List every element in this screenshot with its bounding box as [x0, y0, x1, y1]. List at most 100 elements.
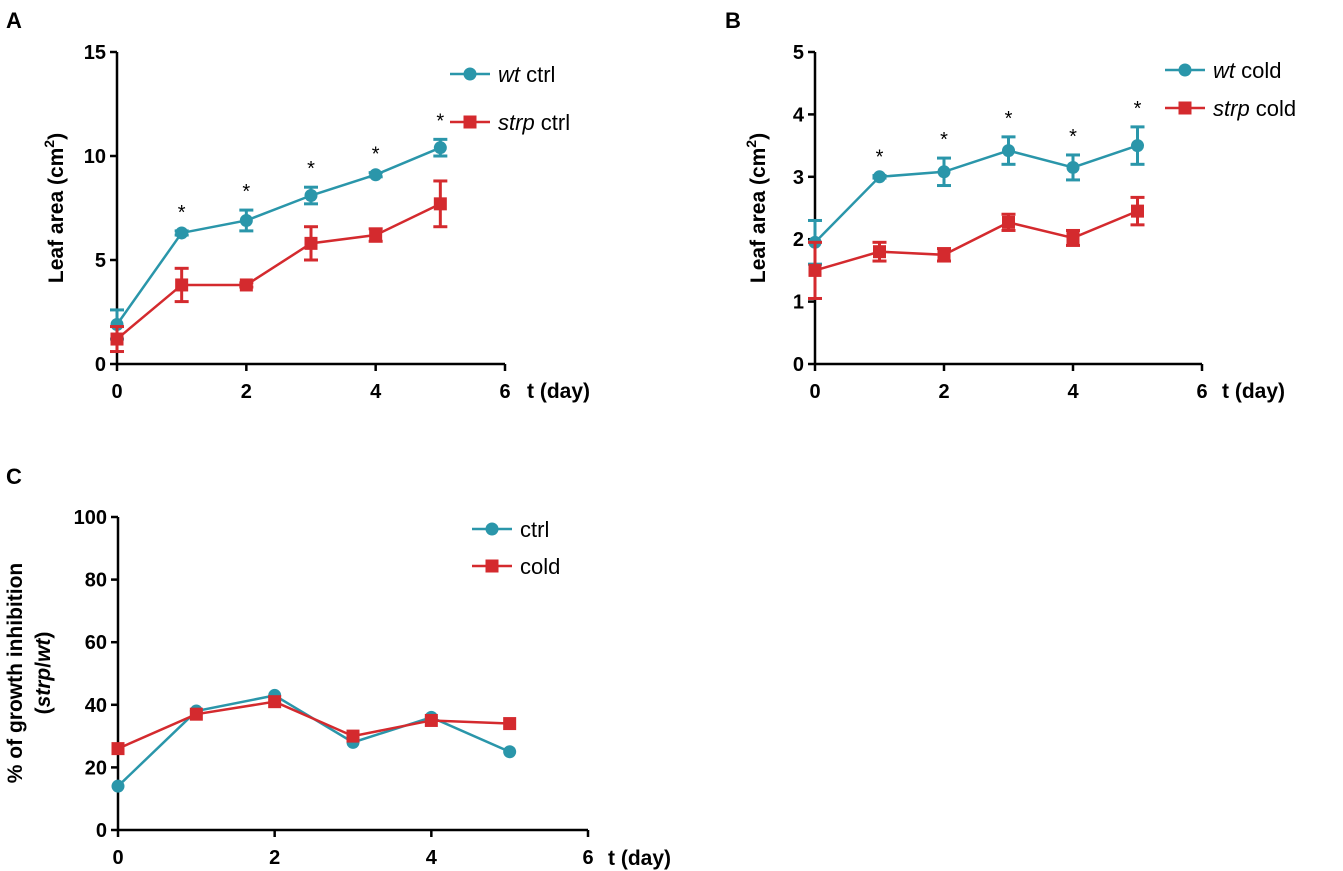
- panel-a-legend-label-wt: wt ctrl: [498, 62, 555, 87]
- panel-b-y-tick-label: 5: [793, 42, 804, 64]
- y-axis-title-paren: (: [32, 707, 55, 714]
- panel-b-series-wt: [808, 125, 1145, 266]
- panel-a-point-wt: [239, 213, 253, 227]
- panel-c-series-wt: [111, 688, 517, 793]
- panel-a-line-strp: [116, 202, 441, 340]
- panel-b-point-wt: [937, 165, 951, 179]
- y-axis-title-superscript: 2: [41, 140, 57, 148]
- legend-label-rest: ctrl: [535, 110, 570, 135]
- panel-b-y-tick-label: 3: [793, 167, 804, 189]
- panel-c-series-strp: [111, 695, 517, 756]
- panel-c-chart: C 0 20 40 60 80 100 0 2 4 6 t (day) % of growth inhi…: [4, 464, 671, 870]
- panel-a-point-wt: [369, 168, 383, 182]
- panel-a-x-tick-label: 0: [111, 381, 122, 403]
- panel-c-legend-label-wt: ctrl: [520, 517, 549, 542]
- panel-b-significance-marker: *: [1134, 98, 1142, 120]
- panel-b-point-strp: [1066, 231, 1080, 245]
- panel-b-legend-label-wt: wt cold: [1213, 58, 1281, 83]
- panel-c-x-tick-label: 4: [426, 847, 438, 869]
- panel-c-line-strp: [117, 700, 510, 750]
- legend-label-text: ctrl: [520, 517, 549, 542]
- panel-b-line-strp: [814, 209, 1138, 272]
- y-axis-title-text: Leaf area (cm: [747, 148, 770, 283]
- panel-a-point-wt: [175, 226, 189, 240]
- panel-b-y-tick-label: 2: [793, 229, 804, 251]
- panel-a-y-axis-title: Leaf area (cm2): [41, 133, 68, 283]
- panel-b-point-strp: [808, 263, 822, 277]
- panel-c-y-tick-label: 0: [96, 820, 107, 842]
- panel-b-legend-marker-wt: [1178, 63, 1192, 77]
- y-axis-title-strp: strp: [32, 668, 55, 708]
- panel-a-legend-marker-strp: [463, 115, 477, 129]
- panel-a-series-wt: [110, 137, 448, 341]
- panel-c-legend-marker-strp: [485, 559, 499, 573]
- panel-b-point-wt: [1131, 139, 1144, 153]
- panel-c-legend-label-strp: cold: [520, 554, 560, 579]
- panel-a-significance-marker: *: [436, 110, 444, 132]
- y-axis-title-close: ): [747, 133, 770, 140]
- panel-b-significance-marker: *: [1069, 126, 1077, 148]
- legend-label-italic: strp: [498, 110, 535, 135]
- panel-c-legend: ctrl cold: [472, 517, 560, 579]
- panel-c-point-wt: [111, 779, 125, 793]
- panel-b-x-tick-label: 2: [938, 381, 949, 403]
- panel-b-point-wt: [1066, 160, 1080, 174]
- legend-label-italic: wt: [1213, 58, 1236, 83]
- panel-a-letter: A: [6, 8, 22, 33]
- panel-b-x-tick-label: 6: [1196, 381, 1207, 403]
- panel-a-x-tick-label: 2: [241, 381, 252, 403]
- panel-a-x-tick-label: 6: [499, 381, 510, 403]
- panel-a-point-strp: [239, 278, 253, 292]
- panel-c-point-strp: [111, 742, 125, 756]
- panel-c-x-tick-label: 6: [582, 847, 593, 869]
- panel-b-point-strp: [1002, 215, 1015, 229]
- panel-a-point-strp: [369, 228, 383, 242]
- panel-b-point-wt: [873, 170, 886, 184]
- y-axis-title-text: Leaf area (cm: [45, 148, 68, 283]
- panel-c-point-strp: [346, 729, 360, 743]
- panel-a-point-strp: [304, 236, 318, 250]
- panel-b-point-wt: [1002, 144, 1015, 158]
- panel-b-y-tick-label: 4: [793, 104, 805, 126]
- panel-a-x-tick-label: 4: [370, 381, 382, 403]
- panel-c-letter: C: [6, 464, 22, 489]
- panel-c-x-axis-title: t (day): [608, 847, 671, 870]
- panel-c-x-tick-label: 2: [269, 847, 280, 869]
- panel-c-x-tick-label: 0: [112, 847, 123, 869]
- panel-c-point-strp: [189, 707, 203, 721]
- panel-c-y-tick-label: 60: [85, 632, 107, 654]
- panel-a-y-tick-label: 5: [95, 250, 106, 272]
- panel-a-significance-marker: *: [178, 202, 186, 224]
- panel-c-point-strp: [268, 695, 282, 709]
- legend-label-italic: strp: [1213, 96, 1250, 121]
- panel-c-y-axis-title-line2: (strp/wt): [32, 632, 55, 715]
- panel-a-x-axis-title: t (day): [527, 380, 590, 403]
- panel-b-x-axis-title: t (day): [1222, 380, 1285, 403]
- y-axis-title-superscript: 2: [743, 140, 759, 148]
- panel-b-y-axis-title: Leaf area (cm2): [743, 133, 770, 283]
- panel-c-legend-marker-wt: [485, 522, 499, 536]
- panel-b-legend-label-strp: strp cold: [1213, 96, 1296, 121]
- legend-label-italic: wt: [498, 62, 521, 87]
- panel-b-point-strp: [1131, 204, 1144, 218]
- panel-a-series-strp: [110, 179, 448, 354]
- panel-b-significance-marker: *: [1005, 108, 1013, 130]
- panel-a-y-tick-label: 15: [84, 42, 106, 64]
- panel-b-significance-marker: *: [940, 129, 948, 151]
- panel-b-y-tick-label: 1: [793, 292, 804, 314]
- panel-b-point-strp: [937, 248, 951, 262]
- panel-c-y-tick-label: 100: [74, 507, 107, 529]
- panel-c-line-wt: [117, 694, 511, 788]
- panel-a-point-strp: [110, 332, 124, 346]
- panel-c-y-tick-label: 40: [85, 695, 107, 717]
- panel-b-x-tick-label: 0: [809, 381, 820, 403]
- panel-a-y-tick-label: 0: [95, 354, 106, 376]
- y-axis-title-close: ): [45, 133, 68, 140]
- legend-label-rest: ctrl: [520, 62, 555, 87]
- panel-b-significance-marker: *: [876, 147, 884, 169]
- panel-a-point-wt: [304, 189, 318, 203]
- legend-label-rest: cold: [1235, 58, 1281, 83]
